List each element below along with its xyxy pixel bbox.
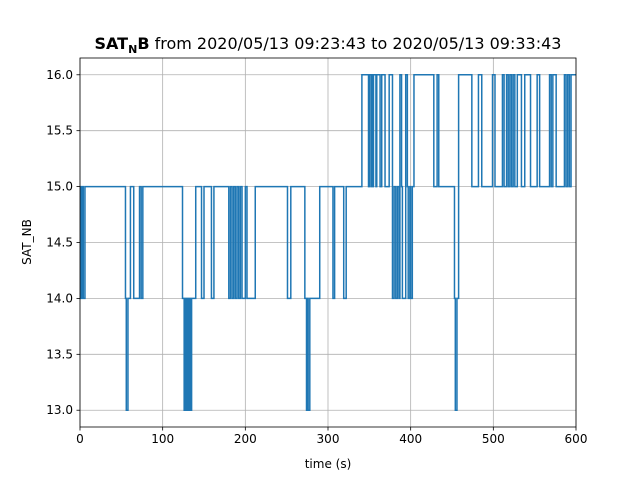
series-layer [80,74,576,411]
x-tick-label: 0 [76,432,84,446]
y-tick-label: 13.0 [46,403,73,417]
chart-title: SATNB from 2020/05/13 09:23:43 to 2020/0… [95,34,562,56]
x-axis-label: time (s) [305,457,352,471]
series-line [80,74,576,411]
x-tick-label: 300 [317,432,340,446]
y-tick-label: 14.5 [46,236,73,250]
chart-title-rest: from 2020/05/13 09:23:43 to 2020/05/13 0… [150,34,562,53]
y-tick-label: 16.0 [46,68,73,82]
axes: 0 100 200 300 400 500 600 13.0 13.5 14.0 14.5 15.0 1… [46,57,588,446]
y-axis-label: SAT_NB [20,219,34,265]
x-tick-label: 500 [482,432,505,446]
x-tick-label: 100 [151,432,174,446]
y-tick-label: 15.0 [46,180,73,194]
chart-title-bold: SAT [95,34,129,53]
y-tick-label: 14.0 [46,291,73,305]
chart-title-subscript: N [128,43,137,56]
x-tick-label: 200 [234,432,257,446]
chart-title-bold-suffix: B [137,34,149,53]
x-tick-label: 400 [399,432,422,446]
y-tick-label: 15.5 [46,124,73,138]
y-tick-label: 13.5 [46,347,73,361]
x-tick-label: 600 [565,432,588,446]
